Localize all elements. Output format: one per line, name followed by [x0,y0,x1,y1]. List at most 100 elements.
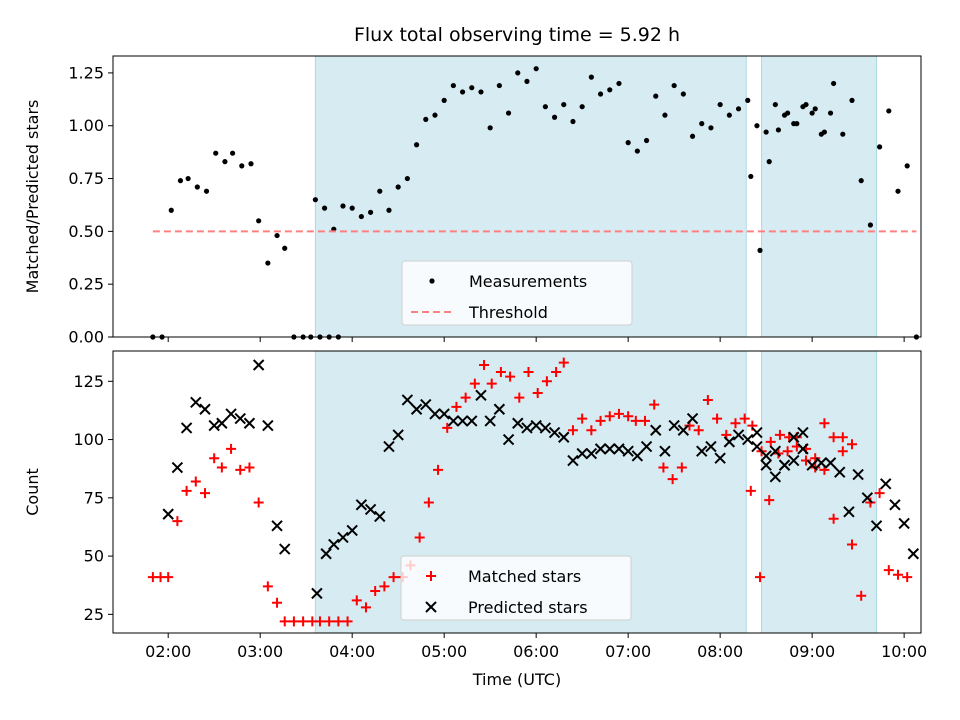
measurement-point [840,131,846,137]
matched-star-point [333,616,344,627]
predicted-star-point [502,433,515,446]
predicted-star-point [677,424,690,436]
matched-star-point [181,485,192,496]
predicted-star-point [311,587,323,600]
predicted-star-point [383,440,395,453]
measurement-point [367,209,374,215]
predicted-star-point [815,457,828,469]
measurement-point [895,188,901,194]
legend-box [401,260,633,326]
predicted-star-point [243,417,256,429]
predicted-star-point [834,466,846,478]
predicted-star-point [420,398,432,411]
measurement-point [469,85,475,91]
predicted-star-point [788,431,800,443]
top-panel: 0.00 0.25 0.50 0.75 1.00 1.25 Matched/Predicte… [23,24,922,347]
predicted-star-point [760,459,772,471]
measurement-point [643,137,650,144]
measurement-point [377,188,383,194]
measurement-point [671,82,677,89]
matched-star-point [712,413,723,424]
measurement-point [340,203,346,209]
matched-star-point [324,616,335,627]
x-tick-label: 04:00 [329,642,375,661]
axes-frame [112,55,922,338]
matched-star-point [541,376,552,387]
predicted-star-point [705,440,717,453]
x-tick-label: 09:00 [789,642,835,661]
matched-star-point [730,418,741,429]
measurement-point [708,125,714,131]
matched-star-point [469,378,480,389]
measurement-point [625,140,631,146]
predicted-star-point [401,394,414,406]
x-tick-label: 08:00 [697,642,743,661]
measurement-point [867,222,874,228]
matched-star-point [558,357,569,368]
measurement-point [904,163,910,169]
measurement-point [827,110,834,116]
y-tick-label: 50 [84,547,104,566]
measurement-point [662,112,668,118]
predicted-star-point [585,447,598,460]
measurement-point [487,125,493,131]
measurement-point [404,175,410,182]
predicted-star-point [907,548,920,560]
predicted-star-point [567,454,579,467]
matched-star-point [298,616,309,627]
measurement-point [561,101,567,108]
predicted-star-point [594,443,607,455]
x-tick-label: 07:00 [605,642,651,661]
matched-star-point [837,446,848,457]
measurement-point [689,133,696,139]
predicted-star-point [769,471,782,483]
predicted-star-point [429,408,441,420]
measurement-point [699,121,705,127]
matched-star-point [216,462,227,473]
measurement-point [754,123,760,129]
measurement-point [312,197,318,203]
matched-star-point [613,408,624,419]
measurement-point [505,110,512,116]
matched-star-point [604,411,615,422]
matched-star-point [640,415,651,426]
measurement-point [542,104,548,110]
y-axis-label: Count [23,468,42,516]
legend-marker [429,278,435,284]
measurement-point [809,110,815,116]
matched-star-point [370,586,381,597]
measurement-point [785,110,791,116]
y-tick-label: 100 [73,430,104,449]
matched-star-point [819,418,830,429]
measurement-point [748,173,754,180]
matched-star-point [423,497,434,508]
predicted-star-point [778,459,791,471]
measurement-point [441,97,447,103]
matched-star-point [902,572,913,583]
matched-star-point [847,439,858,450]
measurement-point [551,114,558,120]
legend-marker [426,571,436,581]
x-axis-label: Time (UTC) [472,670,561,689]
matched-star-point [847,539,858,550]
measurement-point [653,93,659,99]
y-tick-label: 0.25 [68,275,104,294]
measurement-point [524,78,530,84]
measurement-point [349,205,355,211]
matched-star-point [495,366,506,377]
y-tick-label: 125 [73,372,104,391]
predicted-star-point [447,415,460,427]
matched-star-point [388,572,399,583]
measurement-point [432,112,438,118]
matched-star-point [865,497,876,508]
measurement-point [717,101,723,108]
matched-star-point [765,436,776,447]
matched-star-point [739,413,750,424]
measurement-point [726,112,732,118]
matched-star-point [414,532,425,543]
matched-star-point [351,595,362,606]
matched-star-point [755,572,766,583]
matched-star-point [460,392,471,403]
y-tick-label: 25 [84,605,104,624]
